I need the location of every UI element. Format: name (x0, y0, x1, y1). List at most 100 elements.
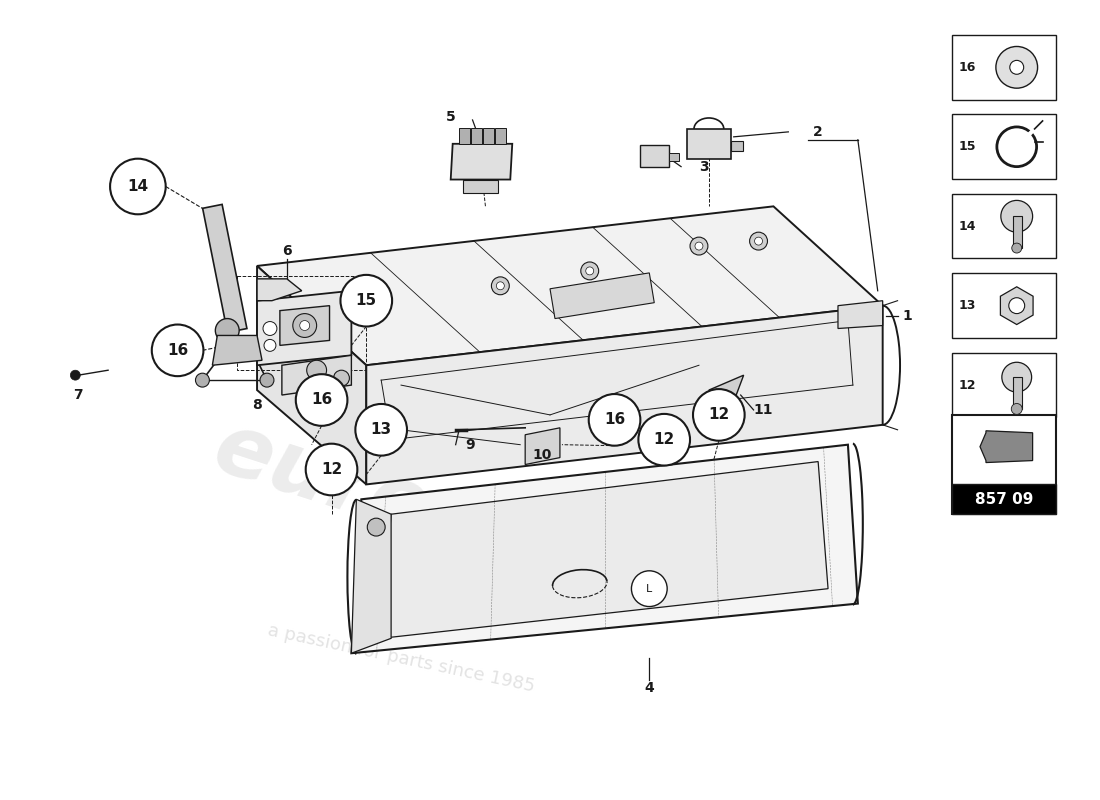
Text: 14: 14 (128, 179, 148, 194)
Circle shape (293, 314, 317, 338)
Circle shape (216, 318, 239, 342)
Text: 16: 16 (958, 61, 976, 74)
Circle shape (996, 46, 1037, 88)
Circle shape (1010, 60, 1024, 74)
Circle shape (333, 370, 350, 386)
Text: euro: euro (204, 406, 440, 553)
Circle shape (70, 370, 80, 380)
Polygon shape (257, 266, 366, 485)
Circle shape (1002, 362, 1032, 392)
Circle shape (307, 360, 327, 380)
Text: 13: 13 (958, 299, 976, 312)
Circle shape (1011, 403, 1022, 414)
Text: 857 09: 857 09 (975, 492, 1034, 507)
Text: 6: 6 (282, 244, 292, 258)
Text: 3: 3 (700, 160, 708, 174)
Text: 12: 12 (708, 407, 729, 422)
Polygon shape (688, 129, 730, 158)
Text: 2: 2 (813, 125, 823, 139)
Text: 5: 5 (446, 110, 455, 124)
Circle shape (1012, 243, 1022, 253)
Text: 8: 8 (252, 398, 262, 412)
Bar (953, 415, 1056, 514)
Bar (953, 114, 1056, 179)
Text: a passion for parts since 1985: a passion for parts since 1985 (266, 621, 536, 695)
Circle shape (152, 325, 204, 376)
Bar (471, 128, 482, 144)
Circle shape (260, 373, 274, 387)
Polygon shape (279, 306, 330, 346)
Polygon shape (257, 206, 882, 366)
Polygon shape (980, 430, 1033, 462)
Circle shape (355, 404, 407, 456)
Polygon shape (550, 273, 654, 318)
Polygon shape (1000, 286, 1033, 325)
Polygon shape (351, 499, 392, 654)
Text: 16: 16 (311, 393, 332, 407)
Bar (1013, 377, 1022, 409)
Polygon shape (525, 428, 560, 465)
Text: L: L (646, 584, 652, 594)
Bar (953, 35, 1056, 100)
Text: 15: 15 (355, 293, 377, 308)
Circle shape (1009, 298, 1025, 314)
Text: 12: 12 (321, 462, 342, 477)
Polygon shape (257, 290, 351, 366)
Circle shape (581, 262, 598, 280)
Polygon shape (451, 144, 513, 179)
Bar (953, 274, 1056, 338)
Polygon shape (282, 355, 351, 395)
Circle shape (749, 232, 768, 250)
Polygon shape (640, 145, 669, 166)
Circle shape (695, 242, 703, 250)
Text: ages: ages (428, 474, 672, 624)
Polygon shape (708, 375, 744, 415)
Polygon shape (212, 335, 262, 366)
Circle shape (263, 322, 277, 335)
Circle shape (585, 267, 594, 275)
Circle shape (306, 444, 358, 495)
Text: 4: 4 (645, 681, 654, 695)
Text: 1: 1 (903, 309, 912, 322)
Bar (459, 128, 470, 144)
Circle shape (588, 394, 640, 446)
Text: 11: 11 (754, 403, 773, 417)
Polygon shape (202, 205, 246, 333)
Bar (953, 485, 1056, 514)
Circle shape (367, 518, 385, 536)
Text: 10: 10 (532, 448, 552, 462)
Text: 7: 7 (74, 388, 84, 402)
Bar (463, 179, 498, 194)
Circle shape (110, 158, 166, 214)
Polygon shape (257, 279, 301, 301)
Text: 15: 15 (958, 140, 976, 154)
Circle shape (693, 389, 745, 441)
Bar (483, 128, 494, 144)
Circle shape (638, 414, 690, 466)
Bar (953, 353, 1056, 418)
Polygon shape (838, 301, 882, 329)
Bar (730, 141, 743, 150)
Text: 12: 12 (958, 378, 976, 392)
Bar (669, 153, 679, 161)
Circle shape (492, 277, 509, 294)
Bar (495, 128, 506, 144)
Circle shape (196, 373, 209, 387)
Circle shape (264, 339, 276, 351)
Circle shape (296, 374, 348, 426)
Text: 16: 16 (167, 343, 188, 358)
Circle shape (496, 282, 504, 290)
Text: 16: 16 (604, 412, 625, 427)
Polygon shape (351, 445, 858, 654)
Polygon shape (382, 462, 828, 638)
Circle shape (631, 571, 668, 606)
Circle shape (341, 275, 392, 326)
Text: 14: 14 (958, 220, 976, 233)
Text: 9: 9 (465, 438, 475, 452)
Circle shape (299, 321, 310, 330)
Circle shape (755, 237, 762, 245)
Circle shape (1001, 200, 1033, 232)
Bar (953, 194, 1056, 258)
Polygon shape (366, 306, 882, 485)
Circle shape (690, 237, 708, 255)
